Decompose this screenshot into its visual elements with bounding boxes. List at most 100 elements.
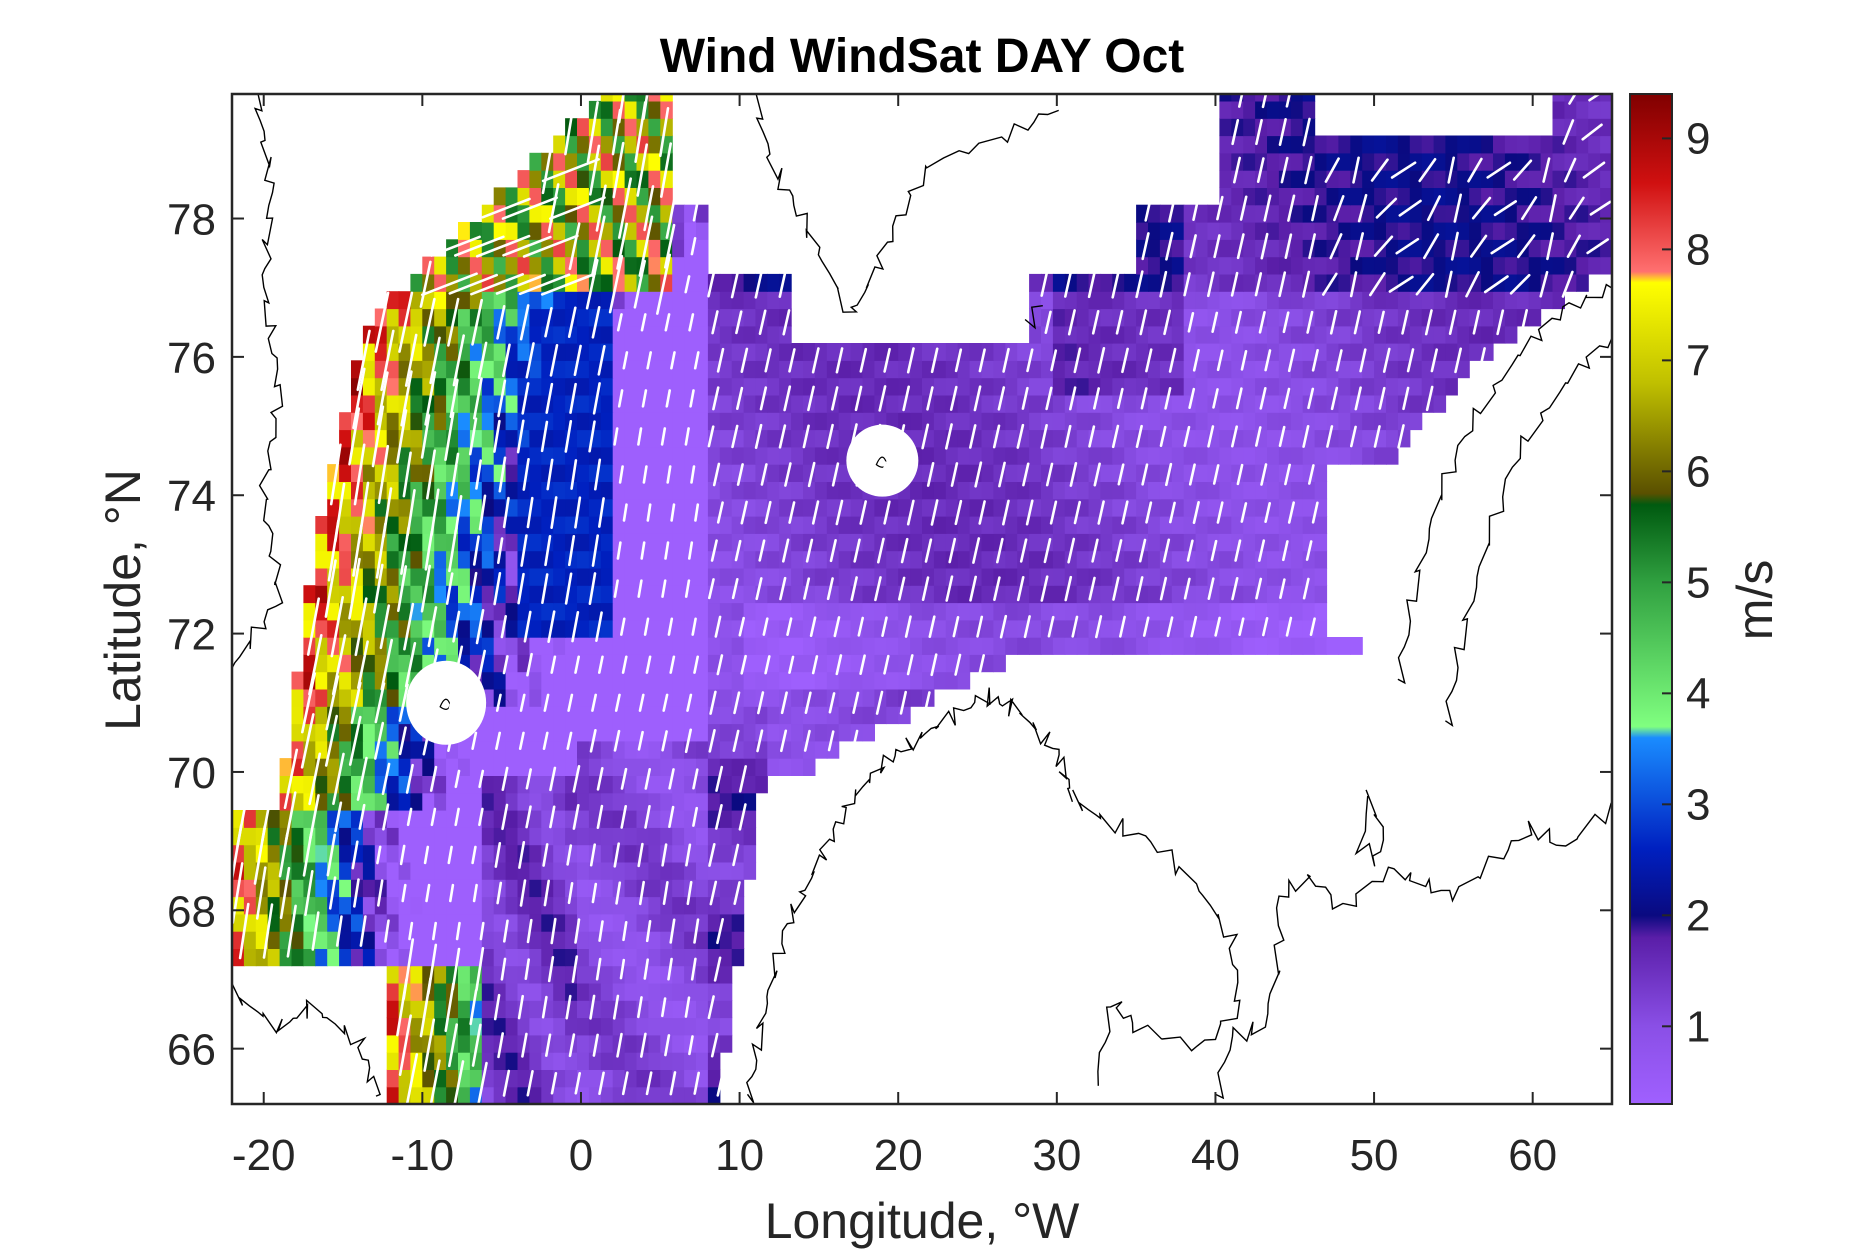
wind-speed-cell <box>434 619 447 638</box>
wind-vector <box>1040 423 1048 449</box>
wind-speed-cell <box>791 758 804 776</box>
wind-vector <box>906 654 914 676</box>
wind-speed-cell <box>1195 360 1209 379</box>
wind-speed-cell <box>600 861 614 880</box>
wind-vector <box>759 386 768 411</box>
wind-speed-cell <box>1386 412 1399 431</box>
wind-speed-cell <box>636 533 649 552</box>
wind-speed-cell <box>481 758 495 776</box>
wind-vector <box>1166 616 1174 638</box>
wind-speed-cell <box>731 377 745 396</box>
wind-speed-cell <box>339 516 352 534</box>
wind-speed-cell <box>505 844 519 863</box>
wind-speed-cell <box>529 533 542 552</box>
wind-speed-cell <box>1290 152 1304 171</box>
wind-vector <box>614 693 621 712</box>
wind-vector <box>999 614 1008 639</box>
wind-speed-cell <box>1278 325 1292 344</box>
wind-vector <box>547 955 555 983</box>
wind-speed-cell <box>969 343 983 361</box>
wind-speed-cell <box>1481 187 1494 206</box>
wind-speed-cell <box>672 688 685 707</box>
wind-speed-cell <box>1278 637 1292 655</box>
wind-speed-cell <box>945 343 959 361</box>
wind-speed-cell <box>1207 412 1220 431</box>
wind-speed-cell <box>505 758 519 776</box>
wind-vector <box>396 565 408 613</box>
wind-speed-cell <box>1504 170 1518 188</box>
wind-speed-cell <box>672 429 685 448</box>
wind-speed-cell <box>291 671 304 690</box>
x-tick-label: 40 <box>1191 1131 1240 1180</box>
wind-speed-cell <box>1171 273 1185 292</box>
wind-speed-cell <box>624 965 638 984</box>
wind-vector <box>730 269 740 299</box>
wind-speed-cell <box>1481 256 1494 275</box>
wind-vector <box>1231 119 1240 146</box>
wind-speed-cell <box>767 291 780 310</box>
wind-speed-cell <box>696 481 709 500</box>
wind-speed-cell <box>481 723 495 742</box>
wind-speed-cell <box>850 343 864 361</box>
wind-speed-cell <box>791 671 804 690</box>
wind-speed-cell <box>898 343 911 361</box>
wind-speed-cell <box>315 706 328 725</box>
wind-vector <box>1234 310 1242 334</box>
wind-speed-cell <box>1195 256 1209 275</box>
wind-speed-cell <box>1195 273 1209 292</box>
wind-speed-cell <box>339 412 352 431</box>
wind-speed-cell <box>1041 412 1054 431</box>
wind-vector <box>1375 197 1398 219</box>
wind-speed-cell <box>1457 239 1470 258</box>
wind-speed-cell <box>1314 394 1328 413</box>
wind-speed-cell <box>1029 429 1042 448</box>
wind-vector <box>565 994 572 1020</box>
wind-speed-cell <box>529 861 542 880</box>
wind-speed-cell <box>969 360 983 379</box>
wind-speed-cell <box>1112 325 1125 344</box>
wind-vector <box>279 866 291 920</box>
wind-vector <box>1119 615 1126 638</box>
wind-speed-cell <box>588 446 602 465</box>
wind-speed-cell <box>767 343 780 361</box>
wind-speed-cell <box>672 844 685 863</box>
wind-speed-cell <box>1278 516 1292 534</box>
wind-vector <box>670 351 676 370</box>
wind-speed-cell <box>1195 567 1209 586</box>
wind-speed-cell <box>493 187 507 206</box>
wind-vector <box>396 409 408 464</box>
wind-speed-cell <box>886 602 899 621</box>
wind-speed-cell <box>422 343 435 361</box>
wind-speed-cell <box>1064 412 1078 431</box>
wind-speed-cell <box>672 394 685 413</box>
wind-speed-cell <box>1195 377 1209 396</box>
wind-vector <box>809 616 817 638</box>
wind-speed-cell <box>398 446 412 465</box>
wind-speed-cell <box>1231 567 1244 586</box>
wind-speed-cell <box>553 377 566 396</box>
wind-speed-cell <box>1481 204 1494 223</box>
wind-speed-cell <box>481 965 495 984</box>
wind-speed-cell <box>1064 360 1078 379</box>
wind-speed-cell <box>1362 239 1375 258</box>
wind-speed-cell <box>1314 429 1328 448</box>
wind-speed-cell <box>933 464 947 482</box>
wind-speed-cell <box>648 861 661 880</box>
wind-speed-cell <box>517 446 530 465</box>
wind-vector <box>906 499 915 526</box>
wind-speed-cell <box>684 758 697 776</box>
wind-speed-cell <box>660 446 673 465</box>
wind-speed-cell <box>696 1034 709 1053</box>
wind-speed-cell <box>446 1069 459 1088</box>
wind-speed-cell <box>743 619 757 638</box>
wind-speed-cell <box>1409 256 1423 275</box>
wind-speed-cell <box>386 1086 400 1104</box>
wind-vector <box>502 1069 511 1097</box>
wind-speed-cell <box>481 740 495 759</box>
wind-speed-cell <box>1017 481 1030 500</box>
wind-speed-cell <box>826 481 840 500</box>
wind-speed-cell <box>469 861 483 880</box>
wind-speed-cell <box>1421 343 1435 361</box>
wind-vector <box>429 1059 441 1104</box>
wind-speed-cell <box>624 498 638 517</box>
